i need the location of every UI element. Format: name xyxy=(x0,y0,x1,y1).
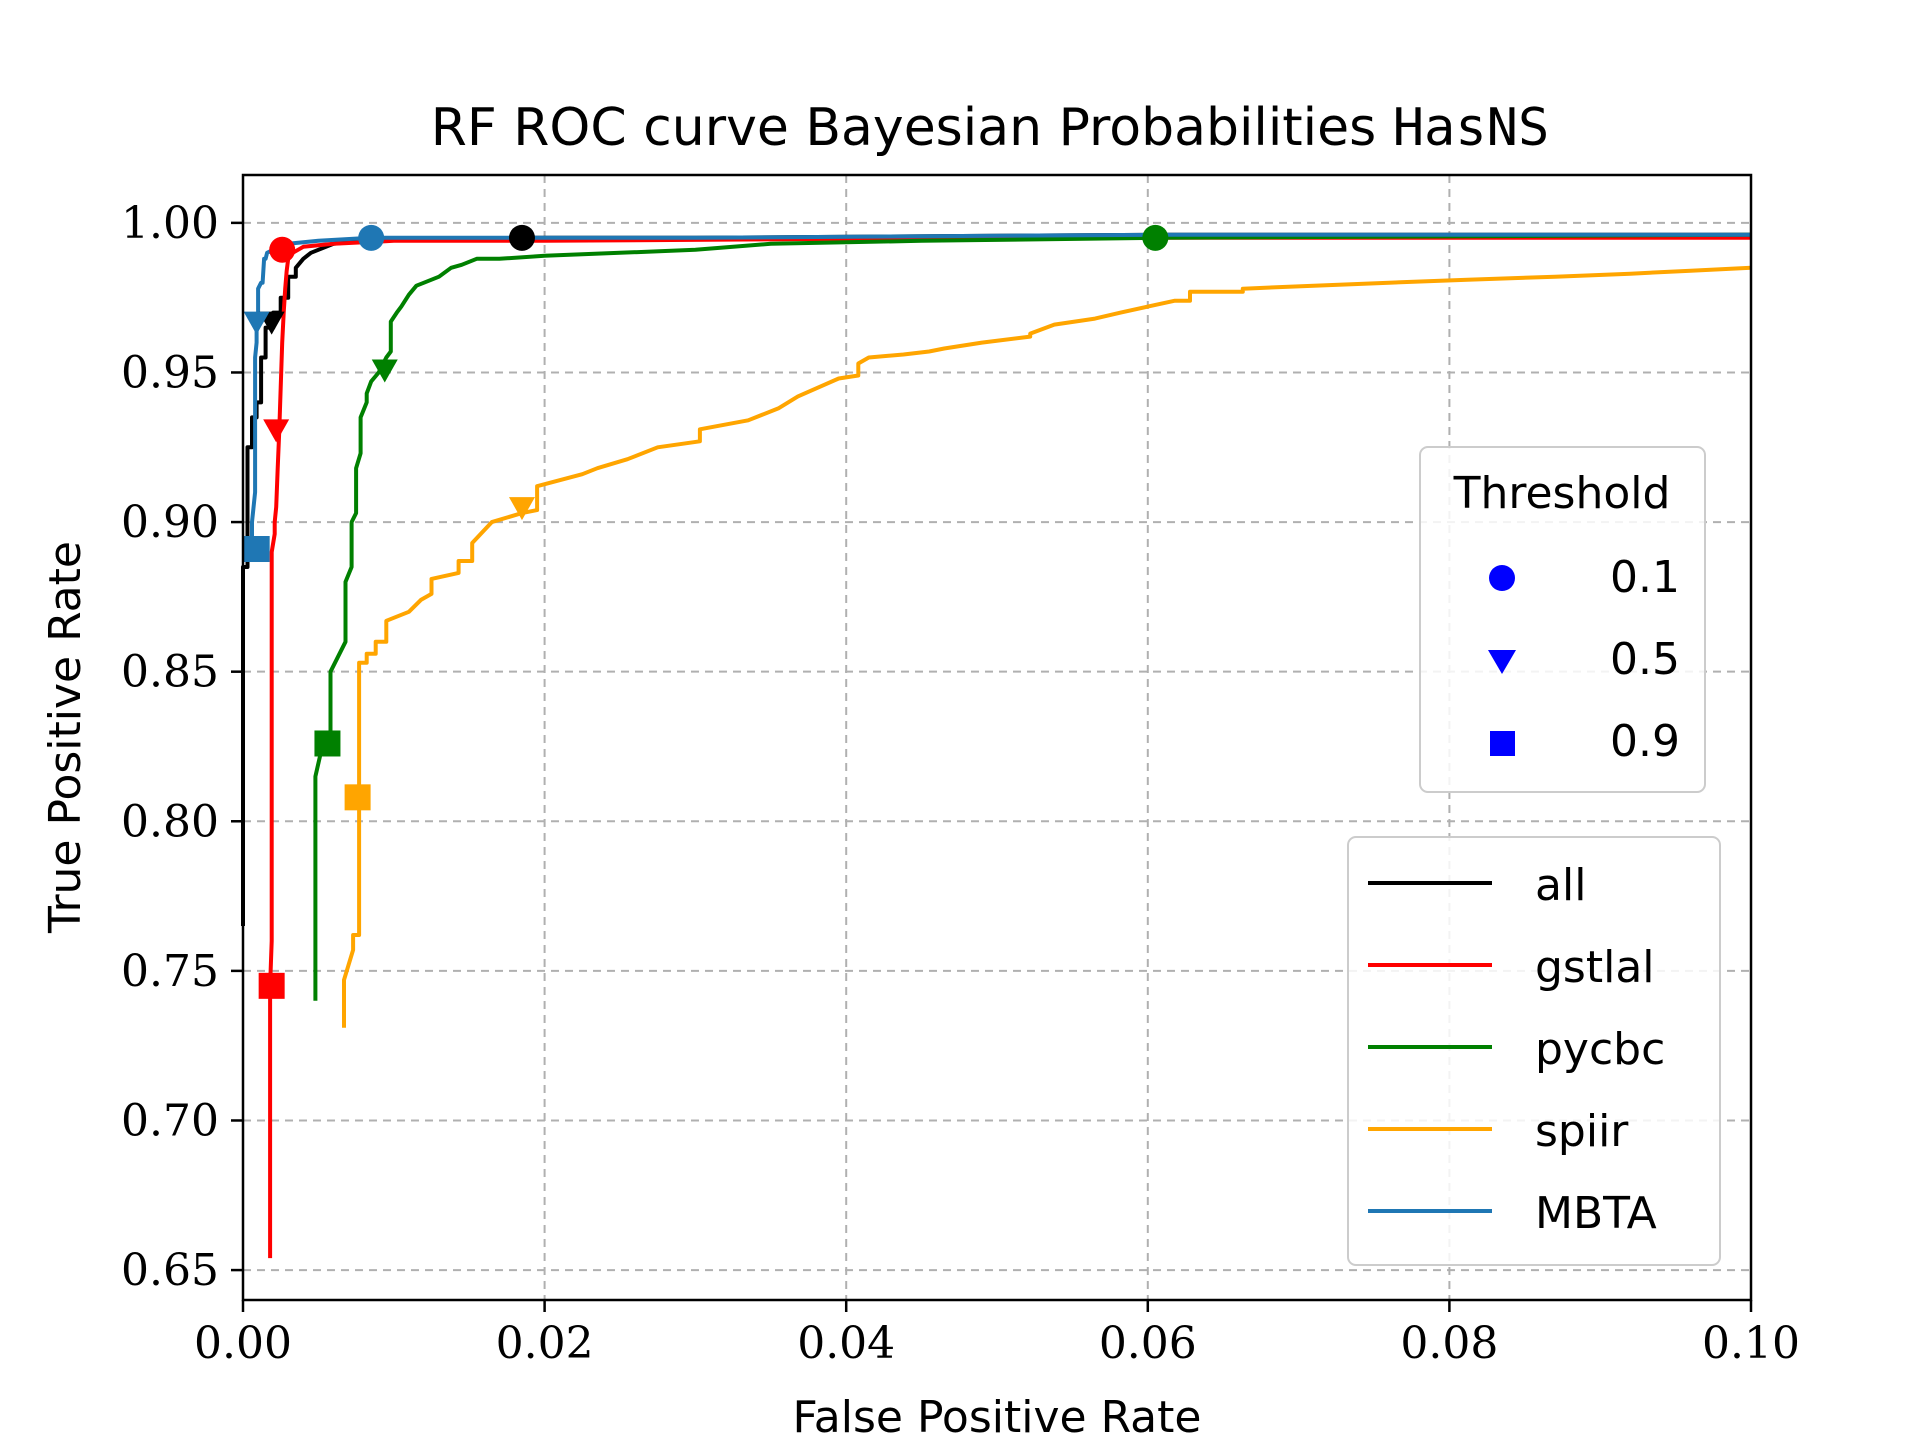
x-axis-label: False Positive Rate xyxy=(793,1392,1202,1440)
y-tick-label: 0.95 xyxy=(121,347,219,398)
threshold-markers xyxy=(243,224,1169,999)
series-line-pycbc xyxy=(313,232,1752,1001)
y-tick-label: 0.65 xyxy=(121,1245,219,1296)
y-tick-label: 0.75 xyxy=(121,946,219,997)
threshold-legend: Threshold 0.1 0.5 0.9 xyxy=(1419,446,1706,793)
threshold-legend-box xyxy=(1419,446,1706,793)
marker-0.1-pycbc xyxy=(1142,224,1169,251)
legend-label-all: all xyxy=(1535,860,1586,911)
x-tick-label: 0.02 xyxy=(496,1318,594,1369)
x-tick-label: 0.10 xyxy=(1702,1318,1800,1369)
marker-0.5-MBTA xyxy=(243,311,270,335)
axes-frame xyxy=(241,173,1753,1302)
series-legend-box xyxy=(1347,836,1721,1266)
y-tick-label: 0.85 xyxy=(121,647,219,698)
marker-0.9-spiir xyxy=(344,784,371,811)
y-ticks: 0.65 0.70 0.75 0.80 0.85 0.90 0.95 1.00 xyxy=(121,198,243,1296)
threshold-legend-triangle-marker xyxy=(1488,650,1516,674)
y-axis-label: True Positive Rate xyxy=(40,541,91,934)
threshold-legend-label-0.9: 0.9 xyxy=(1610,716,1680,767)
y-tick-label: 0.90 xyxy=(121,497,219,548)
legend-label-MBTA: MBTA xyxy=(1535,1188,1657,1239)
marker-0.9-MBTA xyxy=(243,536,270,563)
marker-0.5-pycbc xyxy=(371,359,398,383)
marker-0.5-spiir xyxy=(508,497,535,521)
threshold-legend-circle-marker xyxy=(1489,565,1515,591)
x-tick-label: 0.06 xyxy=(1099,1318,1197,1369)
series-line-spiir xyxy=(342,265,1752,1028)
legend-label-pycbc: pycbc xyxy=(1535,1024,1665,1075)
threshold-legend-title: Threshold xyxy=(1453,468,1671,519)
chart-title-text: RF ROC curve Bayesian Probabilities xyxy=(431,98,1377,158)
y-tick-label: 0.80 xyxy=(121,796,219,847)
marker-0.9-gstlal xyxy=(258,972,285,999)
marker-0.1-all xyxy=(508,224,535,251)
legend-label-spiir: spiir xyxy=(1535,1106,1629,1157)
x-ticks: 0.00 0.02 0.04 0.06 0.08 0.10 xyxy=(194,1300,1800,1369)
series-line-MBTA xyxy=(250,232,1751,561)
threshold-legend-label-0.5: 0.5 xyxy=(1610,634,1680,685)
y-tick-label: 1.00 xyxy=(121,198,219,249)
marker-0.1-MBTA xyxy=(358,224,385,251)
x-tick-label: 0.04 xyxy=(797,1318,895,1369)
x-tick-label: 0.00 xyxy=(194,1318,292,1369)
threshold-legend-label-0.1: 0.1 xyxy=(1610,552,1680,603)
series-legend: all gstlal pycbc spiir MBTA xyxy=(1347,836,1721,1266)
series-line-gstlal xyxy=(268,235,1751,1259)
chart-title-code: HasNS xyxy=(1393,98,1550,158)
marker-0.1-gstlal xyxy=(269,236,296,263)
marker-0.5-gstlal xyxy=(263,419,290,443)
y-tick-label: 0.70 xyxy=(121,1095,219,1146)
threshold-legend-square-marker xyxy=(1490,731,1515,756)
legend-label-gstlal: gstlal xyxy=(1535,942,1655,993)
chart-title: RF ROC curve Bayesian Probabilities HasN… xyxy=(431,98,1550,158)
x-tick-label: 0.08 xyxy=(1400,1318,1498,1369)
marker-0.9-pycbc xyxy=(314,730,341,757)
